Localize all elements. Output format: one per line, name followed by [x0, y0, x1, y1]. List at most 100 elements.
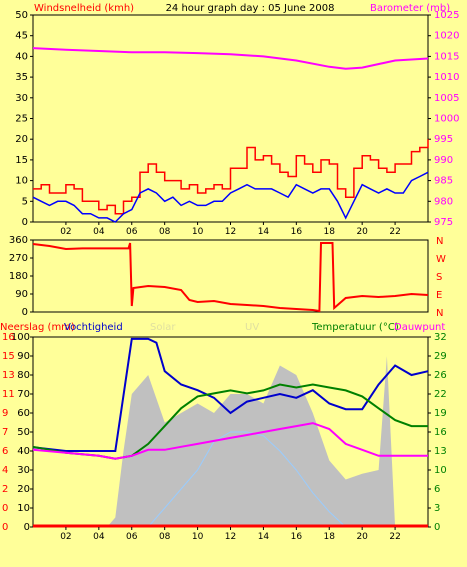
x-tick-label: 02: [60, 227, 71, 237]
y-tick-label: 50: [15, 10, 28, 21]
humidity-tick-label: 60: [17, 408, 30, 419]
temp-chart: 0010020230440650760970118013901510016036…: [2, 332, 447, 542]
humidity-tick-label: 100: [11, 332, 30, 343]
y-tick-label-right: 1015: [434, 51, 459, 62]
humidity-tick-label: 20: [17, 484, 30, 495]
x-tick-label: 18: [324, 227, 336, 237]
y-tick-label: 90: [15, 289, 28, 300]
y-tick-label-right: 32: [434, 332, 447, 343]
x-tick-label: 10: [192, 532, 204, 542]
rain-tick-label: 6: [2, 446, 8, 457]
y-tick-label: 15: [15, 155, 28, 166]
x-tick-label: 20: [356, 532, 368, 542]
humidity-tick-label: 90: [17, 351, 30, 362]
y-tick-label: 40: [15, 51, 28, 62]
series-wind-gust: [33, 139, 429, 215]
compass-label: N: [436, 236, 443, 247]
y-tick-label-right: 10: [434, 465, 447, 476]
x-tick-label: 06: [126, 532, 138, 542]
humidity-tick-label: 0: [24, 522, 30, 533]
humidity-tick-label: 70: [17, 389, 30, 400]
x-tick-label: 04: [93, 227, 105, 237]
series-barometer: [32, 47, 429, 70]
y-tick-label: 180: [9, 271, 28, 282]
humidity-tick-label: 50: [17, 427, 30, 438]
y-tick-label-right: 19: [434, 408, 447, 419]
y-tick-label-right: 1025: [434, 10, 459, 21]
y-tick-label-right: 22: [434, 389, 447, 400]
y-tick-label: 25: [15, 114, 28, 125]
x-tick-label: 22: [389, 227, 400, 237]
temperature-axis-label: Temperatuur (°C): [311, 322, 399, 333]
y-tick-label: 360: [9, 235, 28, 246]
y-tick-label-right: 0: [434, 522, 440, 533]
y-tick-label-right: 29: [434, 351, 447, 362]
series-wind-average: [32, 171, 429, 223]
compass-label: W: [436, 254, 446, 265]
x-tick-label: 18: [324, 532, 336, 542]
y-tick-label-right: 980: [434, 196, 453, 207]
y-tick-label-right: 990: [434, 155, 453, 166]
y-tick-label: 10: [15, 176, 28, 187]
x-tick-label: 22: [389, 532, 400, 542]
x-tick-label: 08: [159, 532, 171, 542]
humidity-tick-label: 30: [17, 465, 30, 476]
x-tick-label: 12: [225, 227, 236, 237]
y-tick-label: 35: [15, 72, 28, 83]
rain-tick-label: 4: [2, 465, 8, 476]
compass-label: N: [436, 308, 443, 319]
y-tick-label-right: 1020: [434, 31, 459, 42]
y-tick-label-right: 6: [434, 484, 440, 495]
series-dewpoint: [32, 422, 428, 460]
humidity-axis-label: Vochtigheid: [64, 322, 123, 333]
x-tick-label: 14: [258, 532, 270, 542]
humidity-tick-label: 40: [17, 446, 30, 457]
rain-tick-label: 7: [2, 427, 8, 438]
y-tick-label-right: 985: [434, 176, 453, 187]
y-tick-label-right: 1005: [434, 93, 459, 104]
y-tick-label: 0: [22, 307, 28, 318]
chart-title: 24 hour graph day : 05 June 2008: [166, 3, 335, 14]
y-tick-label-right: 13: [434, 446, 447, 457]
rain-tick-label: 0: [2, 503, 8, 514]
y-tick-label-right: 975: [434, 217, 453, 228]
y-tick-label: 270: [9, 253, 28, 264]
x-tick-label: 16: [291, 532, 303, 542]
compass-label: S: [436, 272, 442, 283]
wind-panel-frame: [32, 14, 429, 223]
x-tick-label: 14: [258, 227, 270, 237]
x-tick-label: 04: [93, 532, 105, 542]
series-humidity: [32, 337, 429, 452]
y-tick-label-right: 16: [434, 427, 447, 438]
rain-tick-label: 9: [2, 408, 8, 419]
series-solar: [33, 356, 428, 527]
rain-tick-label: 0: [2, 522, 8, 533]
uv-label: UV: [245, 322, 259, 333]
y-tick-label-right: 26: [434, 370, 447, 381]
x-tick-label: 16: [291, 227, 303, 237]
humidity-tick-label: 80: [17, 370, 30, 381]
y-tick-label: 5: [22, 196, 28, 207]
x-tick-label: 06: [126, 227, 138, 237]
series-uv: [33, 431, 428, 528]
x-tick-label: 12: [225, 532, 236, 542]
series-wind-direction: [32, 242, 429, 313]
wind-chart: 0510152025303540455097598098599099510001…: [15, 10, 459, 237]
y-tick-label: 30: [15, 93, 28, 104]
humidity-tick-label: 10: [17, 503, 30, 514]
barometer-axis-label: Barometer (mb): [370, 3, 450, 14]
x-tick-label: 02: [60, 532, 71, 542]
wind-axis-label: Windsnelheid (kmh): [34, 3, 134, 14]
solar-label: Solar: [150, 322, 176, 333]
x-tick-label: 10: [192, 227, 204, 237]
y-tick-label: 0: [22, 217, 28, 228]
rain-tick-label: 13: [2, 370, 15, 381]
y-tick-label: 20: [15, 134, 28, 145]
compass-label: E: [436, 290, 442, 301]
y-tick-label-right: 3: [434, 503, 440, 514]
rain-tick-label: 16: [2, 332, 15, 343]
y-tick-label-right: 995: [434, 134, 453, 145]
